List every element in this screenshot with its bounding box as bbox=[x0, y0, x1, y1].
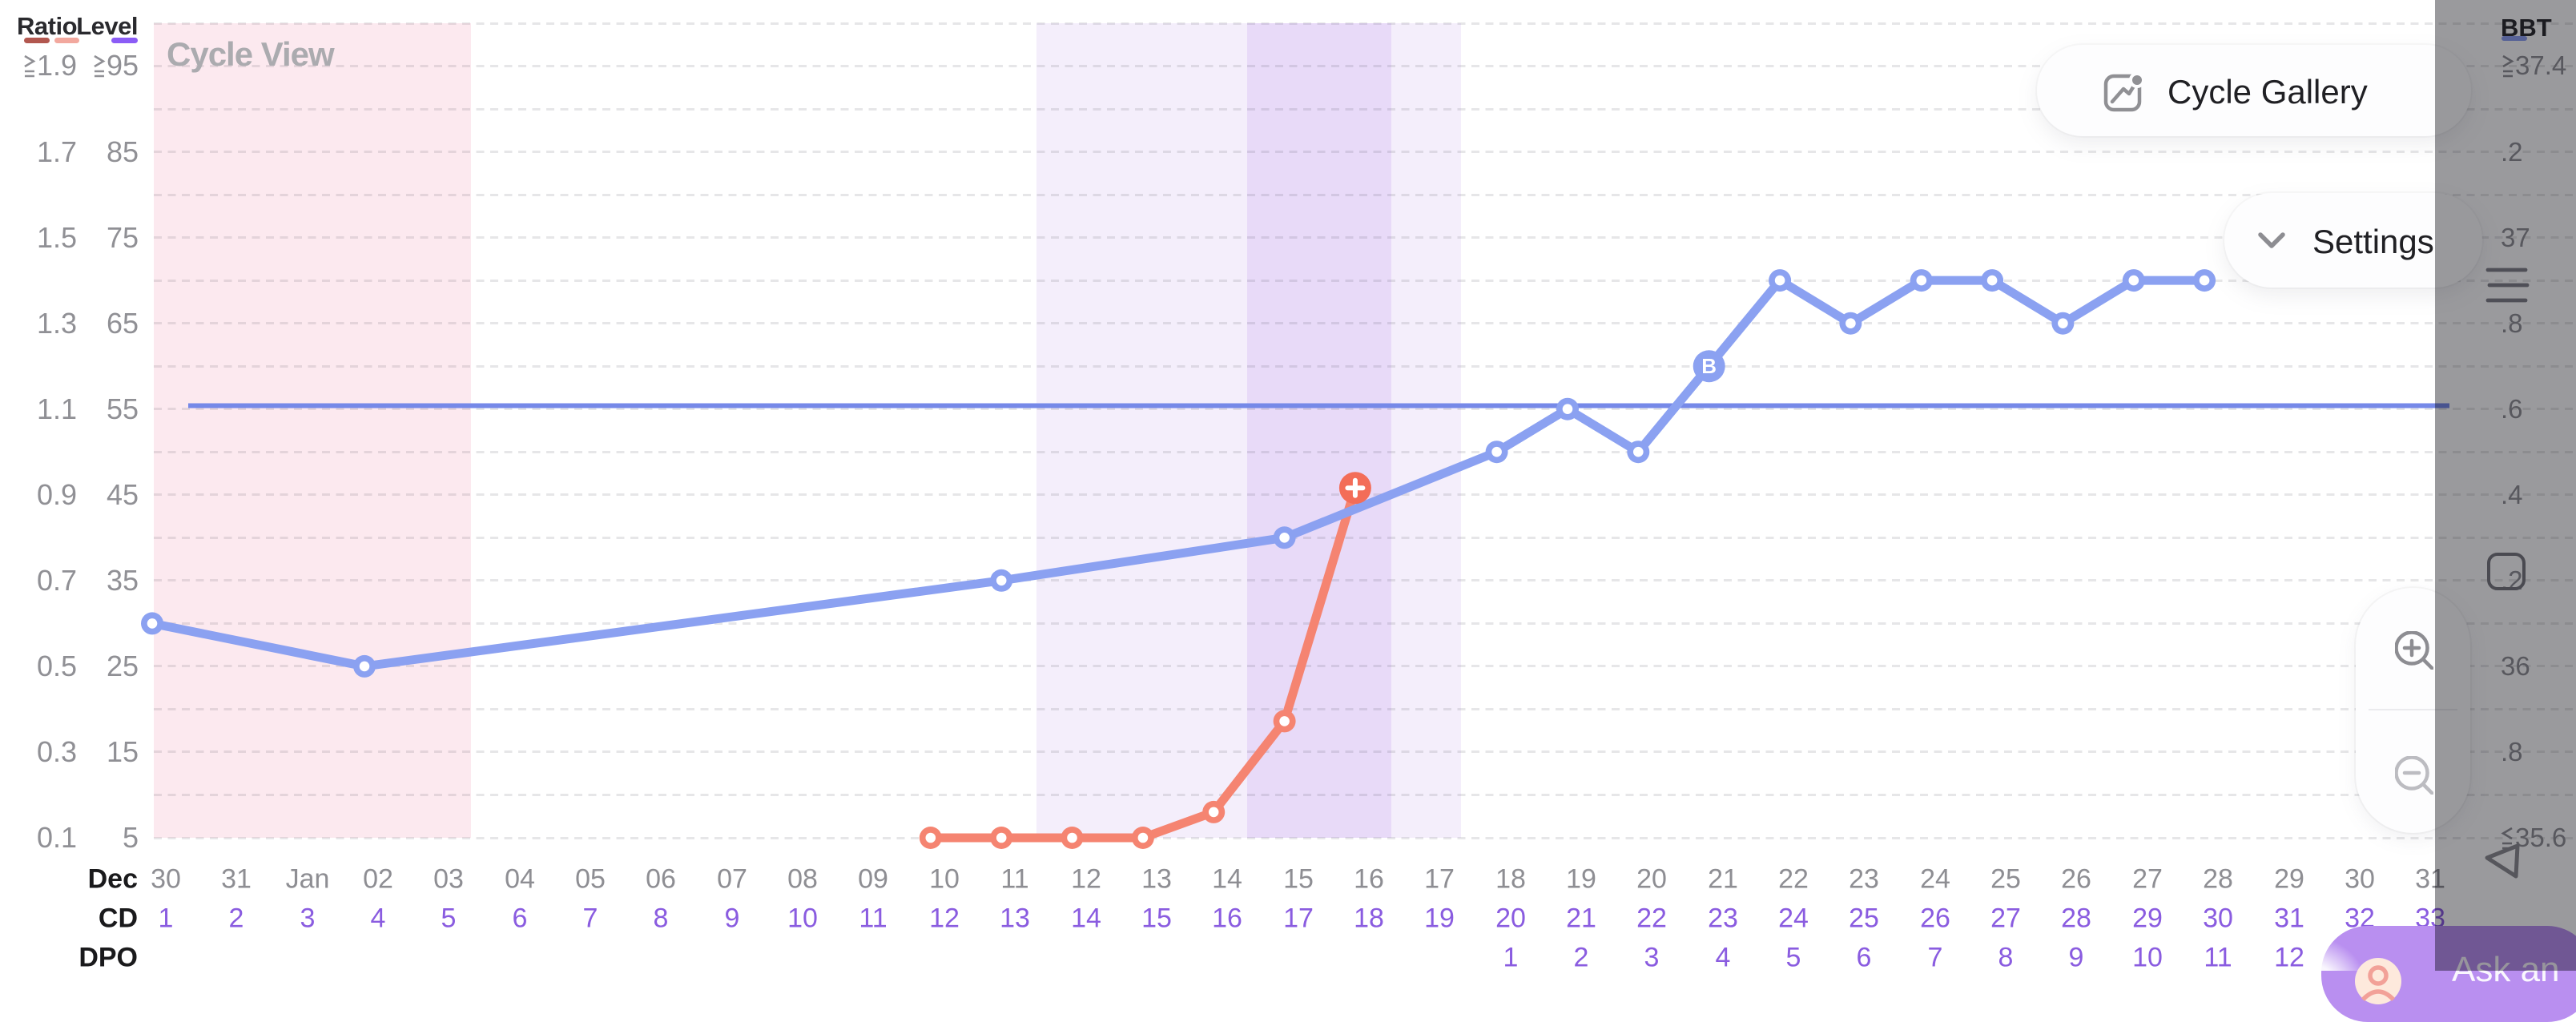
svg-text:B: B bbox=[1701, 354, 1717, 378]
